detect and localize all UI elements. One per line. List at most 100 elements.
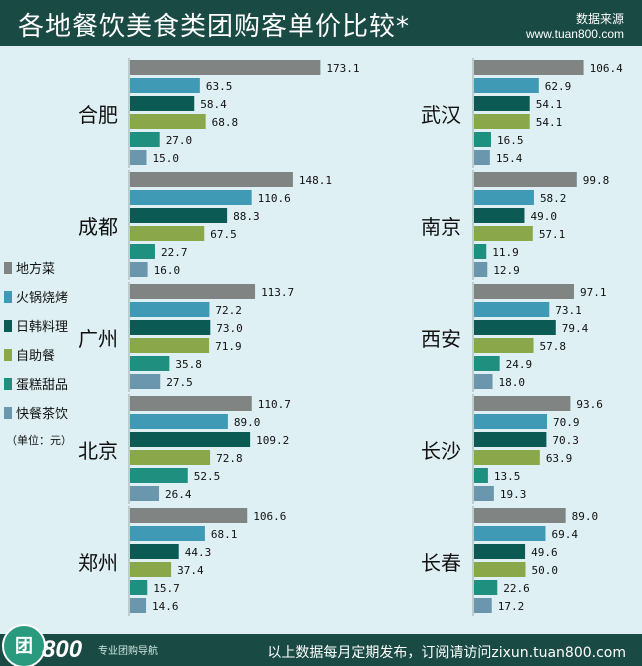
bar-成都-日韩料理 — [130, 208, 228, 223]
bar-成都-火锅烧烤 — [130, 190, 252, 205]
data-label: 57.1 — [539, 228, 566, 241]
data-label: 110.7 — [258, 398, 291, 411]
bar-西安-日韩料理 — [474, 320, 556, 335]
bar-南京-地方菜 — [474, 172, 577, 187]
bar-长春-火锅烧烤 — [474, 526, 546, 541]
data-label: 15.0 — [153, 152, 180, 165]
bar-北京-快餐茶饮 — [130, 486, 160, 501]
bar-西安-快餐茶饮 — [474, 374, 493, 389]
bar-成都-自助餐 — [130, 226, 205, 241]
bar-郑州-自助餐 — [130, 562, 172, 577]
data-label: 89.0 — [234, 416, 261, 429]
data-label: 15.4 — [496, 152, 523, 165]
bar-长沙-蛋糕甜品 — [474, 468, 488, 483]
bar-郑州-蛋糕甜品 — [130, 580, 148, 595]
bar-北京-蛋糕甜品 — [130, 468, 188, 483]
data-label: 58.2 — [540, 192, 567, 205]
bar-合肥-自助餐 — [130, 114, 206, 129]
logo-number: 800 — [42, 636, 83, 663]
bar-武汉-地方菜 — [474, 60, 584, 75]
data-label: 26.4 — [165, 488, 192, 501]
data-label: 67.5 — [210, 228, 237, 241]
data-label: 57.8 — [540, 340, 567, 353]
bar-武汉-火锅烧烤 — [474, 78, 539, 93]
footer-bar — [0, 634, 642, 666]
data-label: 63.9 — [546, 452, 573, 465]
bar-南京-快餐茶饮 — [474, 262, 488, 277]
bar-广州-日韩料理 — [130, 320, 211, 335]
data-label: 73.1 — [555, 304, 582, 317]
bar-西安-自助餐 — [474, 338, 534, 353]
bar-南京-自助餐 — [474, 226, 533, 241]
bar-成都-快餐茶饮 — [130, 262, 148, 277]
data-label: 22.6 — [503, 582, 530, 595]
legend-swatch — [4, 349, 12, 361]
bar-北京-火锅烧烤 — [130, 414, 228, 429]
data-label: 73.0 — [216, 322, 243, 335]
bar-南京-日韩料理 — [474, 208, 525, 223]
city-label: 南京 — [421, 215, 461, 239]
data-label: 89.0 — [572, 510, 599, 523]
data-label: 27.0 — [166, 134, 193, 147]
bar-武汉-蛋糕甜品 — [474, 132, 491, 147]
bar-合肥-快餐茶饮 — [130, 150, 147, 165]
bar-郑州-日韩料理 — [130, 544, 179, 559]
data-label: 49.6 — [531, 546, 558, 559]
data-label: 148.1 — [299, 174, 332, 187]
bar-郑州-地方菜 — [130, 508, 248, 523]
data-label: 11.9 — [492, 246, 518, 259]
legend-entry: 日韩料理 — [16, 320, 68, 335]
data-label: 50.0 — [532, 564, 559, 577]
data-label: 12.9 — [493, 264, 520, 277]
legend-swatch — [4, 291, 12, 303]
city-label: 西安 — [421, 327, 461, 351]
bar-广州-火锅烧烤 — [130, 302, 210, 317]
data-label: 15.7 — [153, 582, 180, 595]
bar-武汉-快餐茶饮 — [474, 150, 490, 165]
bar-合肥-蛋糕甜品 — [130, 132, 160, 147]
data-label: 63.5 — [206, 80, 233, 93]
data-label: 70.3 — [552, 434, 579, 447]
data-label: 97.1 — [580, 286, 607, 299]
bar-北京-自助餐 — [130, 450, 211, 465]
bar-北京-日韩料理 — [130, 432, 251, 447]
city-label: 长沙 — [421, 439, 461, 463]
bar-长沙-地方菜 — [474, 396, 571, 411]
chart-title: 各地餐饮美食类团购客单价比较* — [18, 12, 411, 42]
data-label: 52.5 — [194, 470, 221, 483]
source-url: www.tuan800.com — [525, 27, 624, 41]
legend-swatch — [4, 320, 12, 332]
data-label: 69.4 — [551, 528, 578, 541]
data-label: 113.7 — [261, 286, 294, 299]
bar-长沙-火锅烧烤 — [474, 414, 548, 429]
bar-广州-自助餐 — [130, 338, 210, 353]
bar-西安-蛋糕甜品 — [474, 356, 500, 371]
city-label: 合肥 — [78, 103, 118, 127]
data-label: 58.4 — [200, 98, 227, 111]
legend-entry: 蛋糕甜品 — [16, 377, 68, 393]
data-label: 16.0 — [154, 264, 181, 277]
legend-swatch — [4, 262, 12, 274]
bar-长春-日韩料理 — [474, 544, 526, 559]
data-label: 54.1 — [536, 116, 563, 129]
bar-长春-快餐茶饮 — [474, 598, 492, 613]
logo-icon: 团 — [2, 624, 46, 666]
legend-swatch — [4, 378, 12, 390]
bar-成都-地方菜 — [130, 172, 293, 187]
legend-entry: 自助餐 — [16, 348, 55, 364]
data-label: 27.5 — [166, 376, 193, 389]
city-label: 郑州 — [78, 551, 118, 575]
bar-成都-蛋糕甜品 — [130, 244, 155, 259]
data-label: 173.1 — [326, 62, 359, 75]
bar-郑州-火锅烧烤 — [130, 526, 205, 541]
source-label: 数据来源 — [575, 12, 624, 26]
city-label: 武汉 — [421, 103, 461, 127]
city-label: 北京 — [78, 439, 118, 463]
data-label: 72.2 — [215, 304, 242, 317]
data-label: 49.0 — [530, 210, 557, 223]
bar-合肥-日韩料理 — [130, 96, 195, 111]
bar-长沙-自助餐 — [474, 450, 540, 465]
bar-北京-地方菜 — [130, 396, 252, 411]
